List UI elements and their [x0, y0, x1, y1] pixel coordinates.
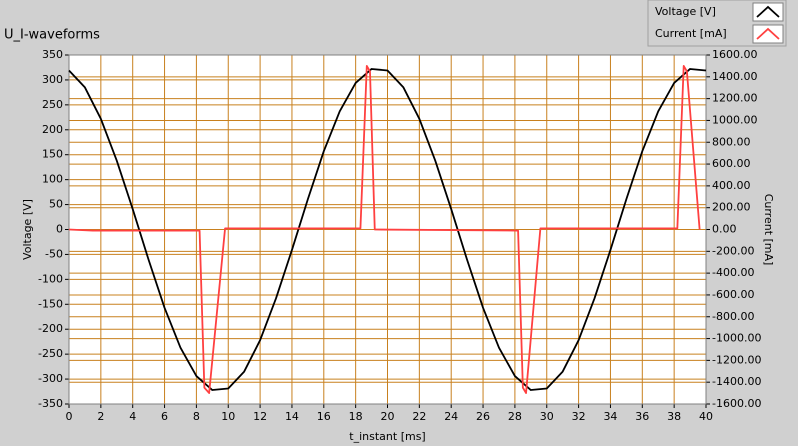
legend-swatch-box — [752, 24, 784, 44]
x-tick-label: 34 — [603, 410, 617, 423]
x-tick-label: 22 — [412, 410, 426, 423]
y2-tick-label: -1600.00 — [712, 397, 761, 410]
y2-tick-label: -1200.00 — [712, 353, 761, 366]
y2-tick-label: 800.00 — [712, 135, 751, 148]
y2-tick-label: 1600.00 — [712, 48, 758, 61]
legend-swatch — [756, 27, 780, 40]
y-tick-label: 300 — [42, 73, 63, 86]
y2-tick-label: -1000.00 — [712, 332, 761, 345]
x-tick-label: 36 — [635, 410, 649, 423]
y2-tick-label: -400.00 — [712, 266, 754, 279]
legend-label: Current [mA] — [655, 27, 727, 40]
x-tick-label: 32 — [572, 410, 586, 423]
x-tick-label: 20 — [381, 410, 395, 423]
y-tick-label: 100 — [42, 173, 63, 186]
y2-tick-label: -200.00 — [712, 244, 754, 257]
x-tick-label: 30 — [540, 410, 554, 423]
x-tick-label: 38 — [667, 410, 681, 423]
x-tick-label: 2 — [97, 410, 104, 423]
x-tick-label: 24 — [444, 410, 458, 423]
y2-tick-label: 1000.00 — [712, 113, 758, 126]
y2-tick-label: 200.00 — [712, 201, 751, 214]
y-tick-label: 50 — [49, 198, 63, 211]
x-tick-label: 10 — [221, 410, 235, 423]
y-tick-label: -150 — [38, 297, 63, 310]
y-tick-label: -100 — [38, 272, 63, 285]
y2-tick-label: -600.00 — [712, 288, 754, 301]
y2-tick-label: 600.00 — [712, 157, 751, 170]
y2-tick-label: 1200.00 — [712, 92, 758, 105]
x-tick-label: 26 — [476, 410, 490, 423]
series-line — [68, 68, 707, 391]
x-tick-label: 4 — [129, 410, 136, 423]
x-axis-label: t_instant [ms] — [349, 430, 425, 443]
legend-swatch-box — [752, 2, 784, 22]
y2-tick-label: 400.00 — [712, 179, 751, 192]
x-tick-label: 12 — [253, 410, 267, 423]
y-tick-label: -300 — [38, 372, 63, 385]
legend-label: Voltage [V] — [655, 5, 716, 18]
series-line — [68, 65, 701, 394]
x-tick-label: 0 — [66, 410, 73, 423]
y2-tick-label: -800.00 — [712, 310, 754, 323]
y-tick-label: -200 — [38, 322, 63, 335]
y-tick-label: -250 — [38, 347, 63, 360]
y2-tick-label: 0.00 — [712, 223, 737, 236]
y2-tick-label: 1400.00 — [712, 70, 758, 83]
x-tick-label: 16 — [317, 410, 331, 423]
y2-tick-label: -1400.00 — [712, 375, 761, 388]
x-tick-label: 14 — [285, 410, 299, 423]
y-tick-label: -50 — [45, 247, 63, 260]
y-tick-label: 250 — [42, 98, 63, 111]
x-tick-label: 6 — [161, 410, 168, 423]
y2-axis-label: Current [mA] — [762, 194, 775, 266]
x-tick-label: 28 — [508, 410, 522, 423]
legend: Voltage [V] Current [mA] — [647, 0, 787, 47]
chart-title: U_I-waveforms — [4, 28, 100, 43]
y-tick-label: 200 — [42, 123, 63, 136]
y-tick-label: -350 — [38, 397, 63, 410]
y-tick-label: 0 — [56, 223, 63, 236]
y-tick-label: 150 — [42, 148, 63, 161]
x-tick-label: 40 — [699, 410, 713, 423]
x-tick-label: 8 — [193, 410, 200, 423]
x-tick-label: 18 — [349, 410, 363, 423]
y-axis-label: Voltage [V] — [21, 199, 34, 260]
legend-swatch — [756, 5, 780, 18]
y-tick-label: 350 — [42, 48, 63, 61]
